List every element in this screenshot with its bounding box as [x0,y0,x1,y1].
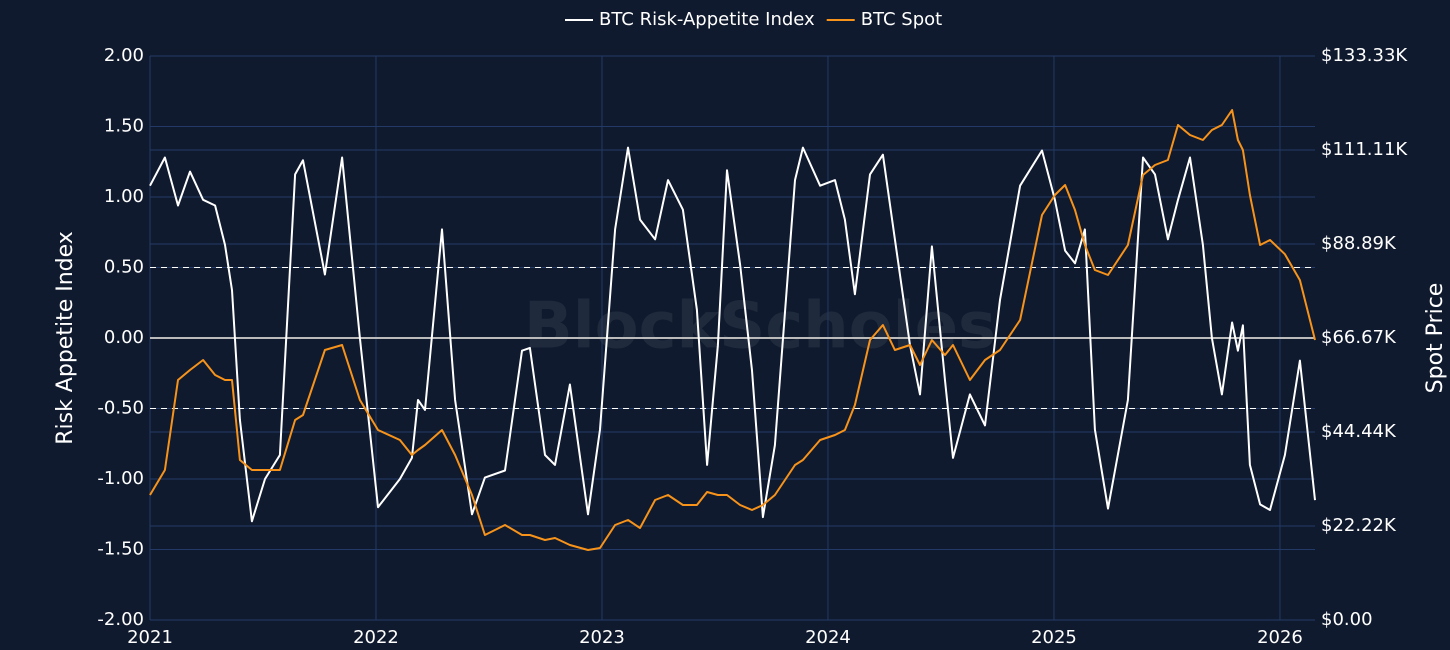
y2-tick-label: $88.89K [1321,233,1397,254]
y2-tick-label: $111.11K [1321,139,1408,160]
y-tick-label: -1.50 [97,539,144,560]
x-tick-label: 2023 [579,627,625,648]
y-tick-label: 1.50 [104,116,144,137]
watermark: BlockScholes [524,290,996,364]
y2-tick-label: $44.44K [1321,421,1397,442]
y-tick-label: 2.00 [104,45,144,66]
y-tick-label: -2.00 [97,609,144,630]
x-tick-label: 2021 [127,627,173,648]
y-tick-label: 0.00 [104,327,144,348]
series-line [149,109,1316,551]
legend-label: BTC Risk-Appetite Index [599,9,815,30]
y-axis-label: Risk Appetite Index [53,231,78,445]
legend: BTC Risk-Appetite Index BTC Spot [565,9,942,30]
y2-axis-label: Spot Price [1423,283,1448,394]
y2-tick-label: $22.22K [1321,515,1397,536]
y-tick-label: 0.50 [104,257,144,278]
y-tick-label: -0.50 [97,398,144,419]
y2-tick-label: $133.33K [1321,45,1408,66]
x-tick-label: 2025 [1031,627,1077,648]
series-line [149,146,1316,523]
legend-label: BTC Spot [861,9,943,30]
y2-tick-label: $0.00 [1321,609,1373,630]
y-tick-label: -1.00 [97,468,144,489]
x-tick-label: 2026 [1257,627,1303,648]
y2-tick-label: $66.67K [1321,327,1397,348]
x-tick-label: 2024 [805,627,851,648]
x-tick-label: 2022 [353,627,399,648]
y-tick-label: 1.00 [104,186,144,207]
